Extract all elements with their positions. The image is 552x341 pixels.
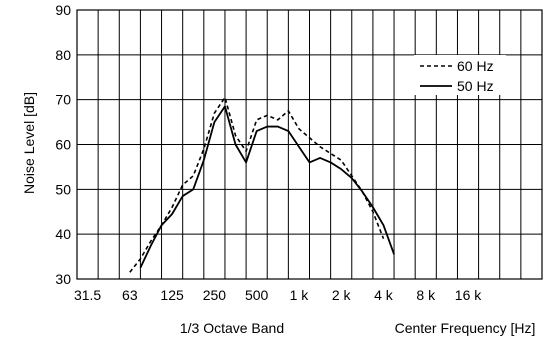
x-tick-label: 16 k xyxy=(455,287,482,303)
legend-box xyxy=(414,55,506,95)
legend-label-50hz: 50 Hz xyxy=(457,78,494,94)
x-tick-label: 500 xyxy=(245,287,269,303)
x-tick-label: 8 k xyxy=(416,287,436,303)
y-tick-label: 30 xyxy=(55,271,71,287)
tick-labels: 30 40 50 60 70 80 90 31.5 63 125 250 500 1 k 2 k 4 k 8 … xyxy=(55,2,482,303)
y-tick-label: 50 xyxy=(55,181,71,197)
x-tick-label: 63 xyxy=(122,287,138,303)
x-axis-title-left: 1/3 Octave Band xyxy=(180,320,284,336)
x-tick-label: 2 k xyxy=(332,287,352,303)
legend-label-60hz: 60 Hz xyxy=(457,58,494,74)
series-layer xyxy=(129,96,395,273)
plot-frame xyxy=(76,9,543,280)
x-tick-label: 1 k xyxy=(290,287,310,303)
y-tick-label: 60 xyxy=(55,137,71,153)
x-tick-label: 125 xyxy=(160,287,184,303)
x-tick-label: 250 xyxy=(203,287,227,303)
y-tick-label: 70 xyxy=(55,92,71,108)
x-tick-label: 4 k xyxy=(374,287,394,303)
x-axis-title-right: Center Frequency [Hz] xyxy=(395,320,536,336)
y-tick-label: 40 xyxy=(55,226,71,242)
x-tick-label: 31.5 xyxy=(74,287,101,303)
legend: 60 Hz 50 Hz xyxy=(414,55,506,95)
y-tick-label: 80 xyxy=(55,47,71,63)
series-line-60hz xyxy=(129,96,385,273)
series-line-50hz xyxy=(139,105,395,269)
y-axis-title: Noise Level [dB] xyxy=(21,92,37,194)
y-tick-label: 90 xyxy=(55,2,71,18)
grid xyxy=(76,9,543,280)
